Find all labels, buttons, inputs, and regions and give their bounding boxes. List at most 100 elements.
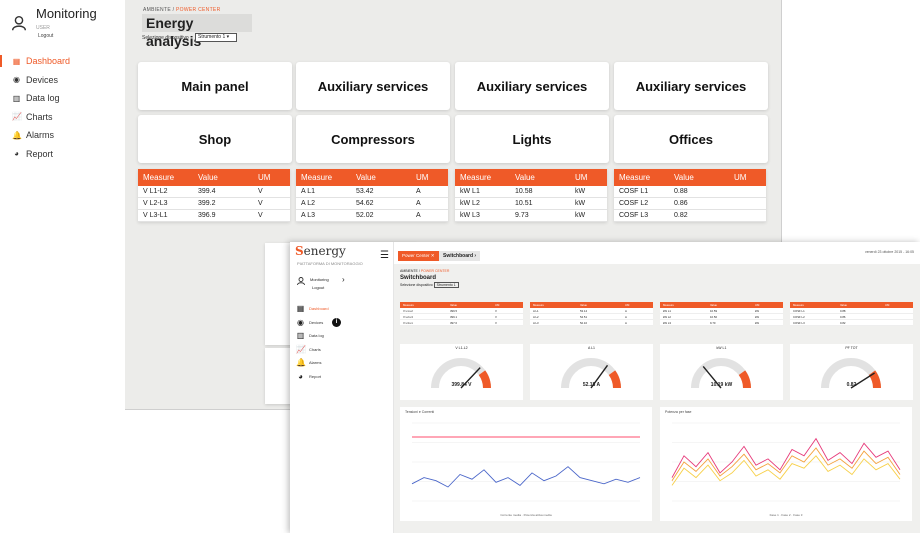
overlay-nav-label: Report [309, 373, 322, 379]
table-cell: V [258, 188, 263, 195]
series-line [671, 447, 901, 481]
table-cell: kW [575, 200, 586, 207]
app-title: Monitoring [36, 6, 97, 21]
chart-right-title: Potenza per fase [665, 410, 692, 414]
logout-link[interactable]: Logout [38, 33, 54, 39]
column-header: Value [356, 173, 376, 182]
panel-card[interactable]: Main panel [138, 62, 292, 110]
table-cell: A L1 [533, 308, 539, 313]
table-cell: 397.0 [450, 320, 457, 325]
table-row: V L2-L3 399.1 V [400, 314, 523, 320]
breadcrumb-root[interactable]: AMBIENTE [143, 7, 171, 13]
table-header: Measure Value UM [660, 302, 783, 308]
table-row: kW L1 10.58 kW [455, 186, 607, 198]
table-cell: 0.88 [840, 308, 846, 313]
overlay-gauge-card: PF TOT 0.82 [790, 344, 913, 400]
series-line [671, 437, 901, 478]
table-row: COSF L2 0.86 [790, 314, 913, 320]
sidebar-item-label: Devices [26, 74, 59, 85]
sidebar-item-charts[interactable]: 📈 Charts [0, 108, 125, 127]
table-cell: COSF L2 [619, 200, 649, 207]
info-icon[interactable]: i [332, 318, 341, 327]
overlay-user-name: Monitoring [310, 277, 329, 282]
panel-card[interactable]: Lights [455, 115, 609, 163]
table-row: kW L2 10.50 kW [660, 314, 783, 320]
page-title: Energy analysis [142, 14, 252, 49]
panel-card[interactable]: Auxiliary services [455, 62, 609, 110]
table-cell: 0.88 [674, 188, 688, 195]
table-cell: A L1 [301, 188, 316, 195]
table-cell: kW [755, 308, 760, 313]
table-cell: 399.5 [450, 308, 457, 313]
table-cell: A [416, 188, 421, 195]
overlay-logout-link[interactable]: Logout [312, 285, 325, 290]
gauge-dial [431, 358, 491, 389]
overlay-main: ☰ Power Center ✕ Switchboard › venerdì 2… [380, 242, 920, 533]
overlay-nav-label: Dashboard [309, 306, 329, 311]
panel-card[interactable]: Auxiliary services [614, 62, 768, 110]
table-cell: COSF L1 [619, 188, 649, 195]
table-cell: A L3 [301, 212, 316, 219]
panel-card[interactable]: Offices [614, 115, 768, 163]
date-time: venerdì 23 ottobre 2015 - 16:05 [864, 250, 914, 254]
table-cell: V [258, 200, 263, 207]
tab-power-center[interactable]: Power Center ✕ [398, 251, 439, 261]
hamburger-menu-icon[interactable]: ☰ [380, 250, 389, 261]
column-header: Measure [460, 173, 492, 182]
column-header: Value [198, 173, 218, 182]
table-cell: 0.82 [674, 212, 688, 219]
table-cell: 399.1 [450, 314, 457, 319]
panel-card[interactable]: Compressors [296, 115, 450, 163]
bar-chart-icon: ▥ [12, 93, 21, 103]
table-cell: 52.02 [356, 212, 374, 219]
sidebar-item-devices[interactable]: ◉ Devices [0, 71, 125, 90]
gauge-needle [460, 367, 481, 389]
overlay-nav-devices[interactable]: ◉ Devices [296, 318, 323, 327]
table-header: Measure Value UM [455, 169, 607, 186]
overlay-device-selector[interactable]: Selezione dispositivo Strumento 1 [400, 282, 459, 288]
panel-card[interactable]: Shop [138, 115, 292, 163]
panel-card[interactable]: Auxiliary services [296, 62, 450, 110]
table-cell: COSF L3 [619, 212, 649, 219]
sidebar-item-label: Report [26, 148, 54, 159]
overlay-nav-charts[interactable]: 📈 Charts [296, 345, 321, 354]
chart-right: Potenza per fase Fase 1 · Fase 2 · Fase … [660, 407, 912, 521]
sidebar-item-dashboard[interactable]: ▦ Dashboard [0, 52, 125, 71]
sidebar-item-alarms[interactable]: 🔔 Alarms [0, 126, 125, 145]
user-block[interactable]: Monitoring USER Logout [8, 6, 123, 42]
sidebar-item-label: Data log [26, 93, 60, 104]
table-cell: A L2 [301, 200, 316, 207]
sidebar-item-label: Charts [26, 111, 53, 122]
table-cell: 399.2 [198, 200, 216, 207]
table-row: V L2-L3 399.2 V [138, 198, 290, 210]
chevron-right-icon[interactable]: › [342, 275, 345, 284]
user-icon [297, 277, 305, 286]
sidebar-nav: ▦ Dashboard ◉ Devices ▥ Data log 📈 Charts 🔔 Alarm… [0, 52, 125, 163]
device-selector[interactable]: Strumento 1 ▾ [195, 33, 237, 42]
measure-table: Measure Value UM kW L1 10.58 kW kW L2 10.51 kW kW… [455, 169, 607, 222]
table-row: V L1-L2 399.4 V [138, 186, 290, 198]
table-cell: 396.9 [198, 212, 216, 219]
sidebar-item-data-log[interactable]: ▥ Data log [0, 89, 125, 108]
table-cell: V L3-L1 [143, 212, 168, 219]
switchboard-screen: Senergy PIATTAFORMA DI MONITORAGGIO Moni… [290, 242, 920, 533]
column-header: Value [674, 173, 694, 182]
overlay-nav-alarms[interactable]: 🔔 Alarms [296, 358, 321, 367]
series-line [671, 455, 901, 486]
table-header: Measure Value UM [614, 169, 766, 186]
column-header: Value [840, 303, 847, 307]
gauge-alarm-band [868, 370, 881, 389]
table-cell: V L3-L1 [403, 320, 413, 325]
sidebar-item-report[interactable]: ◕ Report [0, 145, 125, 164]
overlay-nav-dashboard[interactable]: ▦ Dashboard [296, 304, 329, 313]
table-cell: V [495, 314, 497, 319]
overlay-sidebar: Senergy PIATTAFORMA DI MONITORAGGIO Moni… [290, 242, 394, 533]
overlay-user-block[interactable]: Monitoring Logout › [296, 274, 356, 296]
overlay-nav-report[interactable]: ◕ Report [296, 372, 321, 381]
table-row: V L3-L1 397.0 V [400, 320, 523, 326]
overlay-nav-data-log[interactable]: ▥ Data log [296, 331, 324, 340]
tab-switchboard[interactable]: Switchboard › [439, 251, 481, 261]
chart-right-plot [671, 422, 901, 502]
column-header: UM [416, 173, 429, 182]
gauge-value: 52.18 A [582, 382, 601, 388]
